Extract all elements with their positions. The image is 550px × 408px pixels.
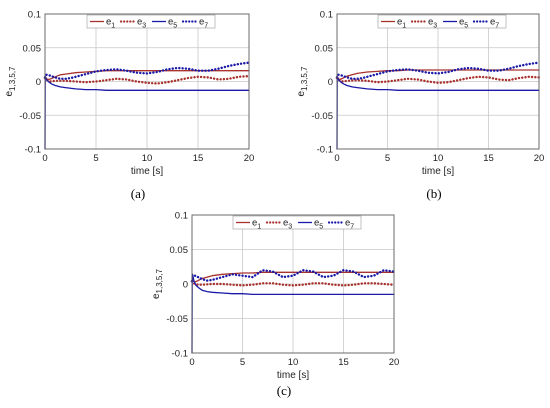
legend: e1 e3 e5 e7 bbox=[377, 14, 507, 30]
x-tick-label: 0 bbox=[334, 153, 339, 164]
legend-label-e5: e5 bbox=[168, 17, 177, 30]
plot-frame bbox=[44, 13, 250, 150]
y-tick-label: 0 bbox=[36, 77, 41, 88]
x-axis-label: time [s] bbox=[422, 166, 454, 177]
legend: e1 e3 e5 e7 bbox=[86, 14, 216, 30]
x-tick-label: 5 bbox=[385, 153, 390, 164]
y-axis-label: e1,3,5,7 bbox=[151, 268, 164, 299]
legend-label-e1: e1 bbox=[252, 218, 261, 231]
y-tick-label: -0.1 bbox=[317, 145, 333, 156]
y-tick-label: 0.1 bbox=[175, 211, 188, 222]
y-tick-label: -0.05 bbox=[166, 314, 188, 325]
x-tick-label: 20 bbox=[534, 153, 545, 164]
x-tick-label: 10 bbox=[288, 357, 299, 368]
x-tick-label: 10 bbox=[433, 153, 444, 164]
legend-label-e5: e5 bbox=[314, 218, 323, 231]
x-tick-label: 5 bbox=[240, 357, 245, 368]
legend-label-e5: e5 bbox=[459, 17, 468, 30]
y-tick-label: -0.1 bbox=[25, 145, 41, 156]
y-tick-label: -0.05 bbox=[19, 111, 41, 122]
series-line-e7 bbox=[43, 61, 251, 81]
series-line-e5 bbox=[336, 76, 540, 150]
y-tick-label: 0 bbox=[183, 280, 188, 291]
x-tick-label: 20 bbox=[244, 153, 255, 164]
y-tick-label: 0.1 bbox=[28, 10, 41, 21]
legend-label-e7: e7 bbox=[490, 17, 499, 30]
x-tick-label: 15 bbox=[193, 153, 204, 164]
series-line-e5 bbox=[44, 76, 250, 150]
panel-caption: (b) bbox=[426, 186, 441, 201]
series-line-e7 bbox=[335, 61, 541, 81]
series-line-e3 bbox=[43, 74, 251, 85]
series-line-e1 bbox=[191, 271, 395, 283]
plot-frame bbox=[191, 214, 395, 354]
y-tick-label: -0.05 bbox=[311, 111, 333, 122]
chart-panel-1: 0 5 10 15 20 -0.1 -0.05 0 0.05 0.1 e1 e3 e5 e7 time [s… bbox=[4, 10, 254, 202]
x-tick-label: 0 bbox=[189, 357, 194, 368]
x-tick-label: 15 bbox=[483, 153, 494, 164]
x-tick-label: 15 bbox=[338, 357, 349, 368]
legend-label-e7: e7 bbox=[345, 218, 354, 231]
y-tick-label: -0.1 bbox=[172, 349, 188, 360]
legend-box bbox=[377, 14, 507, 29]
y-axis-label: e1,3,5,7 bbox=[4, 66, 17, 97]
y-axis-label: e1,3,5,7 bbox=[296, 66, 309, 97]
legend-label-e3: e3 bbox=[428, 17, 437, 30]
legend-label-e3: e3 bbox=[283, 218, 292, 231]
y-tick-label: 0.05 bbox=[170, 245, 189, 256]
x-axis-label: time [s] bbox=[277, 370, 309, 381]
x-tick-label: 5 bbox=[93, 153, 98, 164]
legend-box bbox=[86, 14, 216, 29]
chart-panel-2: 0 5 10 15 20 -0.1 -0.05 0 0.05 0.1 e1 e3 e5 e7 time [s… bbox=[296, 10, 544, 202]
panel-caption: (a) bbox=[131, 186, 145, 201]
series-line-e3 bbox=[190, 280, 396, 287]
legend: e1 e3 e5 e7 bbox=[232, 215, 362, 231]
legend-label-e1: e1 bbox=[397, 17, 406, 30]
legend-label-e1: e1 bbox=[106, 17, 115, 30]
legend-box bbox=[232, 215, 362, 230]
legend-label-e7: e7 bbox=[199, 17, 208, 30]
series-line-e3 bbox=[335, 75, 541, 85]
series-line-e7 bbox=[190, 269, 396, 283]
x-tick-label: 0 bbox=[42, 153, 47, 164]
legend-label-e3: e3 bbox=[137, 17, 146, 30]
y-tick-label: 0.05 bbox=[315, 43, 334, 54]
chart-panel-3: 0 5 10 15 20 -0.1 -0.05 0 0.05 0.1 e1 e3 e5 e7 time [s… bbox=[151, 211, 399, 399]
y-tick-label: 0.1 bbox=[320, 10, 333, 21]
x-tick-label: 20 bbox=[389, 357, 400, 368]
x-axis-label: time [s] bbox=[131, 166, 163, 177]
y-tick-label: 0 bbox=[328, 77, 333, 88]
x-tick-label: 10 bbox=[142, 153, 153, 164]
panel-caption: (c) bbox=[277, 383, 291, 398]
y-tick-label: 0.05 bbox=[23, 43, 42, 54]
plot-frame bbox=[336, 13, 540, 150]
